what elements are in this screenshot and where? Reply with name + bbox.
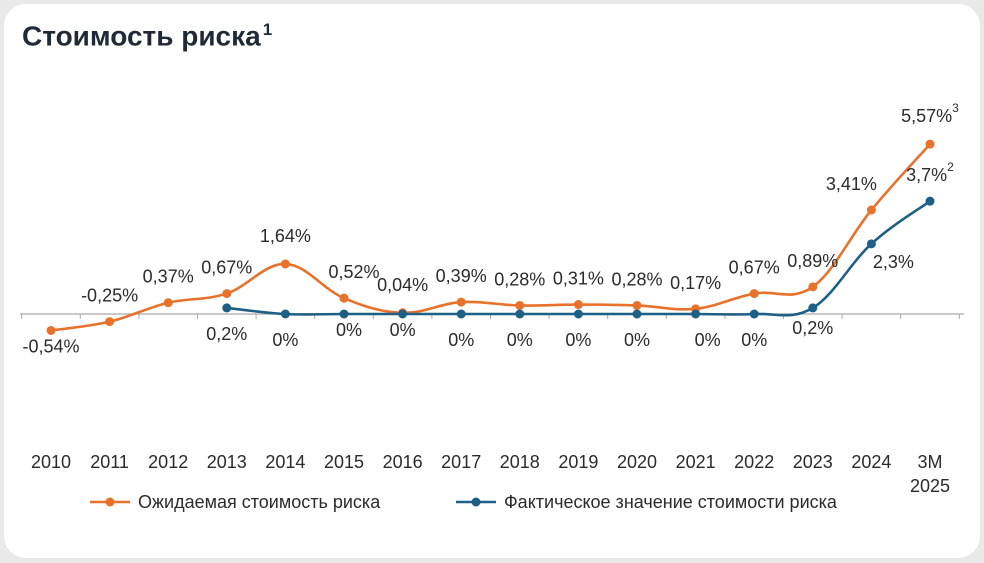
expected-data-label: 0,28% [611, 269, 662, 289]
x-tick-label: 2011 [90, 452, 129, 472]
legend-expected-label: Ожидаемая стоимость риска [138, 492, 381, 512]
actual-point [691, 309, 701, 319]
x-tick-label: 2018 [500, 452, 540, 472]
expected-data-label: 0,52% [328, 262, 379, 282]
expected-point [46, 325, 56, 335]
actual-data-label: 0,2% [206, 324, 247, 344]
legend-actual-marker [471, 497, 481, 507]
x-tick-label: 2019 [558, 452, 598, 472]
expected-point [749, 289, 759, 299]
x-tick-label: 2016 [383, 452, 423, 472]
footnote-marker: 3 [952, 101, 959, 115]
legend-expected-marker [105, 497, 115, 507]
actual-point [573, 309, 583, 319]
expected-data-label: 1,64% [260, 226, 311, 246]
x-tick-label: 2014 [265, 452, 305, 472]
expected-data-label: -0,54% [22, 336, 79, 356]
actual-point [866, 239, 876, 249]
expected-data-label: 0,28% [494, 269, 545, 289]
footnote-marker: 2 [947, 160, 954, 174]
actual-data-label: 0% [695, 330, 721, 350]
actual-data-label: 0,2% [792, 318, 833, 338]
chart-title: Стоимость риска 1 [22, 20, 272, 52]
x-tick-label: 2013 [207, 452, 247, 472]
actual-point [749, 309, 759, 319]
actual-data-label: 0% [272, 330, 298, 350]
x-tick-label: 2010 [31, 452, 71, 472]
x-tick-label: 2023 [793, 452, 833, 472]
x-tick-label: 2025 [910, 476, 950, 496]
expected-data-label: 0,89% [787, 251, 838, 271]
expected-point [808, 282, 818, 292]
x-tick-label: 2015 [324, 452, 364, 472]
expected-data-label: 0,37% [143, 267, 194, 287]
x-tick-label: 3М [917, 452, 942, 472]
expected-point [632, 300, 642, 310]
expected-point [280, 259, 290, 269]
actual-data-label: 0% [624, 330, 650, 350]
actual-data-label: 0% [448, 330, 474, 350]
expected-data-label: 0,39% [436, 266, 487, 286]
expected-data-label: 0,31% [553, 269, 604, 289]
expected-data-label: 0,17% [670, 273, 721, 293]
expected-data-label: 5,57%3 [901, 101, 959, 126]
actual-point [632, 309, 642, 319]
actual-point [456, 309, 466, 319]
x-tick-label: 2017 [441, 452, 481, 472]
chart-title-text: Стоимость риска [22, 20, 261, 52]
actual-point [280, 309, 290, 319]
legend-actual-label: Фактическое значение стоимости риска [504, 492, 838, 512]
expected-data-label: 0,67% [729, 258, 780, 278]
expected-point [925, 139, 935, 149]
expected-point [163, 298, 173, 308]
actual-data-label: 2,3% [873, 252, 914, 272]
expected-point [105, 317, 115, 327]
actual-point [222, 303, 232, 313]
x-tick-label: 2012 [148, 452, 188, 472]
actual-point [808, 303, 818, 313]
expected-point [456, 297, 466, 307]
chart-card: Стоимость риска 1 2010 2011 2012 2013 2014 201… [4, 4, 980, 558]
expected-series-line [50, 143, 931, 332]
expected-point [339, 293, 349, 303]
actual-point [398, 309, 408, 319]
title-footnote: 1 [262, 20, 273, 39]
actual-data-label: 3,7%2 [906, 160, 954, 185]
actual-point [339, 309, 349, 319]
expected-point [222, 289, 232, 299]
actual-point [515, 309, 525, 319]
expected-point [515, 300, 525, 310]
actual-data-label: 0% [565, 330, 591, 350]
expected-point [866, 205, 876, 215]
x-tick-label: 2024 [851, 452, 891, 472]
expected-data-label: 3,41% [826, 174, 877, 194]
actual-data-label: 0% [390, 320, 416, 340]
expected-data-label: 0,04% [377, 275, 428, 295]
actual-data-label: 0% [741, 330, 767, 350]
x-tick-label: 2022 [734, 452, 774, 472]
x-tick-label: 2021 [676, 452, 716, 472]
expected-data-label: 0,67% [201, 258, 252, 278]
x-tick-label: 2020 [617, 452, 657, 472]
actual-data-label: 0% [336, 320, 362, 340]
actual-data-label: 0% [507, 330, 533, 350]
line-chart: 2010 2011 2012 2013 2014 2015 2016 2017 2018 2019… [20, 101, 964, 512]
expected-point [573, 300, 583, 310]
actual-point [925, 196, 935, 206]
expected-data-label: -0,25% [81, 286, 138, 306]
